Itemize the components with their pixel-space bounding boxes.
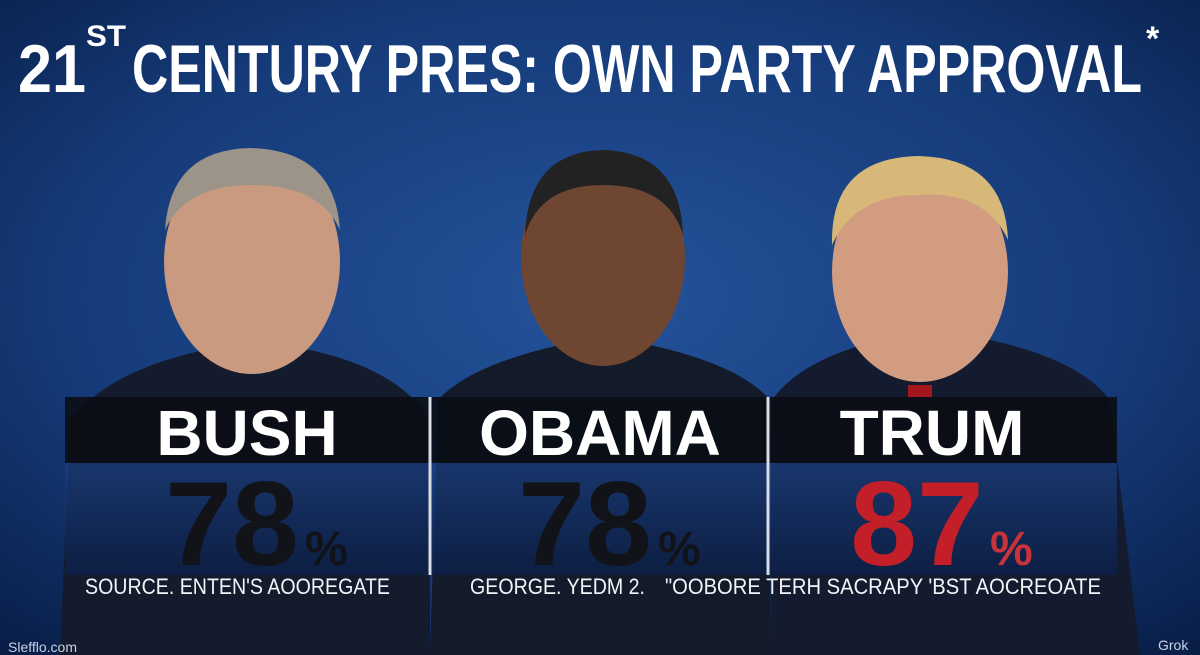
panel-unit: %	[658, 523, 701, 576]
panel-unit: %	[305, 523, 348, 576]
title-superscript: ST	[86, 20, 126, 53]
title-number: 21	[18, 31, 86, 107]
title-mark: *	[1146, 20, 1160, 58]
panel-value: 87	[850, 457, 983, 591]
name-band	[65, 397, 1117, 463]
panel-source: GEORGE. YEDM 2.	[470, 574, 645, 599]
title: CENTURY PRES: OWN PARTY APPROVAL	[132, 31, 1142, 107]
watermark-left: Slefflo.com	[8, 639, 77, 655]
panel-source: SOURCE. ENTEN'S AOOREGATE	[85, 574, 390, 599]
watermark-right: Grok	[1158, 637, 1189, 653]
panel-area	[65, 397, 1117, 575]
panel-value: 78	[518, 457, 651, 591]
value-band	[65, 463, 1117, 575]
panel-unit: %	[990, 523, 1033, 576]
panel-value: 78	[165, 457, 298, 591]
panel-name: TRUM	[840, 397, 1025, 469]
panel-name: OBAMA	[479, 397, 721, 469]
panel-source: "OOBORE TERH SACRAPY 'BST AOCREOATE	[665, 574, 1101, 599]
panel-name: BUSH	[156, 397, 337, 469]
